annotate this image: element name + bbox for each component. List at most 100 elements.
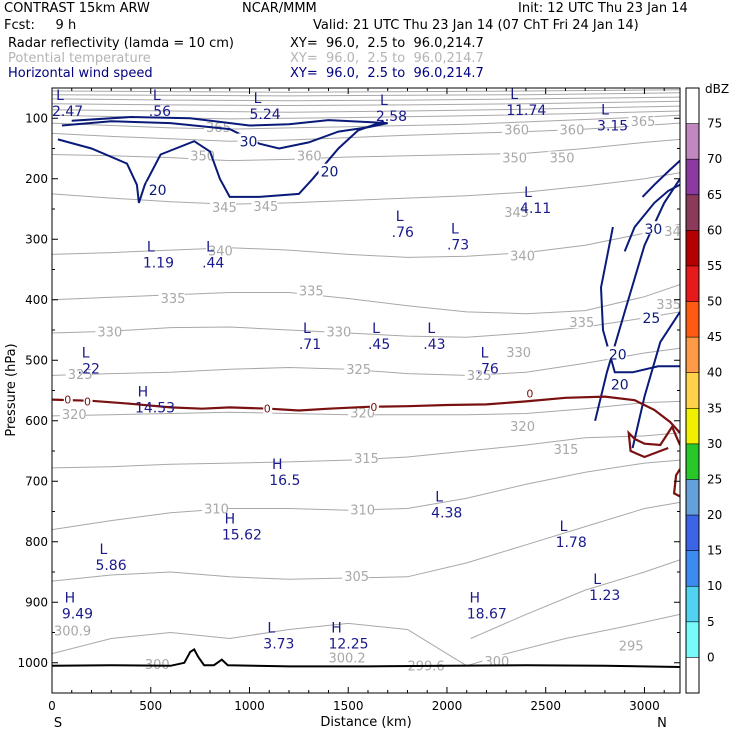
wind-contour-20: [631, 311, 680, 449]
theta-contour-320: [52, 400, 680, 417]
x-end-label-north: N: [657, 716, 667, 731]
extremum-letter: L: [303, 321, 311, 337]
colorbar-swatch: [686, 88, 699, 125]
freezing-level-label: 0: [264, 403, 271, 416]
theta-label-bg: [188, 149, 215, 162]
theta-label-bg: [504, 346, 531, 359]
theta-label-bg: [342, 570, 369, 583]
extremum-letter: L: [206, 239, 214, 255]
theta-label: 350: [550, 151, 575, 166]
theta-contour-310: [52, 459, 680, 531]
extremum-letter: L: [560, 519, 568, 535]
extremum-letter: L: [267, 621, 275, 637]
theta-contour-340: [52, 223, 680, 258]
extremum-letter: L: [524, 185, 532, 201]
extremum-value: .43: [423, 337, 445, 353]
colorbar-swatch: [686, 479, 699, 516]
theta-label: 299.6: [407, 660, 444, 675]
wind-label-bg: [237, 133, 258, 147]
theta-label-bg: [567, 315, 594, 328]
theta-contour-390: [52, 96, 680, 102]
forecast-hour: Fcst: 9 h: [4, 18, 77, 33]
x-axis-label: Distance (km): [320, 715, 411, 730]
extremum-letter: H: [225, 512, 236, 528]
freezing-level-line: [52, 395, 680, 434]
x-tick-label: 1000: [234, 699, 265, 713]
extremum-value: 3.73: [263, 637, 294, 653]
x-tick-label: 1500: [333, 699, 364, 713]
legend-wind-xy: XY= 96.0, 2.5 to 96.0,214.7: [290, 66, 484, 81]
terrain-line: [52, 647, 680, 668]
theta-label: 345: [504, 206, 529, 221]
extremum-value: 2.58: [376, 109, 407, 125]
colorbar-label: 75: [707, 117, 722, 131]
colorbar-swatch: [686, 443, 699, 480]
extremum-value: 5.86: [95, 558, 126, 574]
freezing-label-bg: [83, 395, 93, 407]
theta-contour-345: [52, 172, 680, 205]
extremum-letter: L: [396, 209, 404, 225]
theta-label-bg: [502, 123, 529, 136]
theta-contour-300: [52, 613, 680, 667]
theta-label-bg: [294, 149, 321, 162]
theta-label: 365: [631, 115, 656, 130]
model-title: CONTRAST 15km ARW: [4, 1, 150, 16]
theta-label: 335: [299, 284, 324, 299]
extremum-value: 4.38: [431, 505, 462, 521]
wind-contour-30: [61, 115, 388, 150]
colorbar-swatch: [686, 657, 699, 694]
colorbar-label: 35: [707, 401, 722, 415]
theta-label-bg: [52, 624, 94, 637]
legend-radar-xy: XY= 96.0, 2.5 to 96.0,214.7: [290, 36, 484, 51]
colorbar-swatch: [686, 123, 699, 160]
theta-label: 345: [664, 225, 689, 240]
theta-label: 340: [510, 249, 535, 264]
extremum-value: 16.5: [269, 473, 300, 489]
freezing-label-bg: [525, 387, 535, 399]
init-time: Init: 12 UTC Thu 23 Jan 14: [518, 1, 688, 16]
legend-theta-name: Potential temperature: [8, 51, 151, 66]
extremum-letter: H: [138, 385, 149, 401]
theta-label-bg: [352, 452, 379, 465]
theta-contour-400: [52, 92, 680, 97]
theta-label-bg: [616, 639, 643, 652]
extremum-value: 1.23: [589, 588, 620, 604]
colorbar-label: 25: [707, 472, 722, 486]
freezing-level-line: [672, 468, 680, 498]
colorbar-swatch: [686, 408, 699, 445]
freezing-label-bg: [369, 400, 379, 412]
theta-label: 320: [62, 408, 87, 423]
wind-label: 20: [321, 165, 339, 181]
extremum-value: .56: [149, 104, 171, 120]
wind-label-bg: [606, 346, 627, 360]
theta-label-bg: [482, 654, 509, 667]
y-tick-label: 600: [25, 414, 48, 428]
wind-label: 20: [611, 378, 629, 394]
x-tick-label: 0: [48, 699, 56, 713]
wind-label: 30: [644, 222, 662, 238]
theta-label: 335: [161, 292, 186, 307]
wind-contour-20: [599, 226, 680, 374]
legend-radar-name: Radar reflectivity (lamda = 10 cm): [8, 36, 234, 51]
y-tick-label: 100: [25, 111, 48, 125]
theta-contour-370: [52, 105, 680, 113]
extremum-value: .73: [447, 237, 469, 253]
extremum-value: .22: [78, 361, 100, 377]
colorbar-label: 70: [707, 152, 722, 166]
theta-label-bg: [251, 199, 278, 212]
extremum-letter: L: [147, 239, 155, 255]
theta-contour-330: [52, 311, 680, 338]
colorbar-swatch: [686, 586, 699, 623]
theta-label: 325: [467, 369, 492, 384]
wind-label: 30: [240, 134, 258, 150]
theta-label-bg: [206, 244, 233, 257]
colorbar-swatch: [686, 550, 699, 587]
theta-contour-335: [52, 284, 680, 315]
extremum-letter: L: [82, 345, 90, 361]
colorbar-label: 55: [707, 259, 722, 273]
theta-label-bg: [209, 201, 236, 213]
wind-label-bg: [318, 163, 339, 177]
extremum-letter: H: [331, 621, 342, 637]
colorbar-swatch: [686, 372, 699, 409]
theta-label-bg: [324, 325, 351, 338]
